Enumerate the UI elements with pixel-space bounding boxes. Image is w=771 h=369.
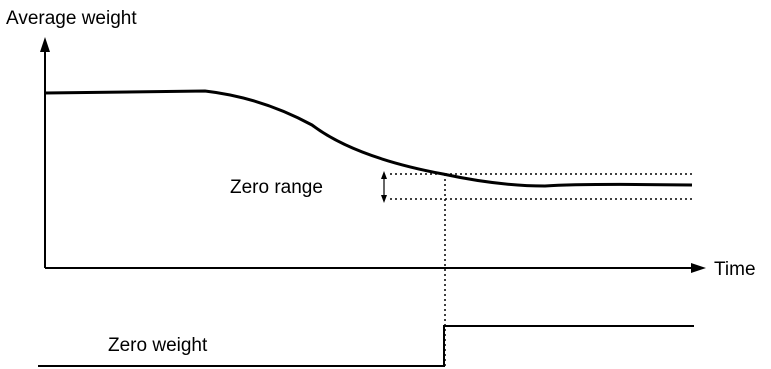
y-axis [40,37,50,268]
x-axis-arrowhead [691,263,706,273]
zero-weight-signal [38,325,694,367]
x-axis-label: Time [714,259,756,280]
zero-range-arrow [381,171,387,203]
y-axis-label: Average weight [6,8,137,29]
zero-range-label: Zero range [230,177,323,198]
zero-weight-label: Zero weight [108,335,208,356]
x-axis [45,263,706,273]
y-axis-arrowhead [40,37,50,52]
zero-range-band [390,173,692,200]
average-weight-curve [44,89,693,188]
